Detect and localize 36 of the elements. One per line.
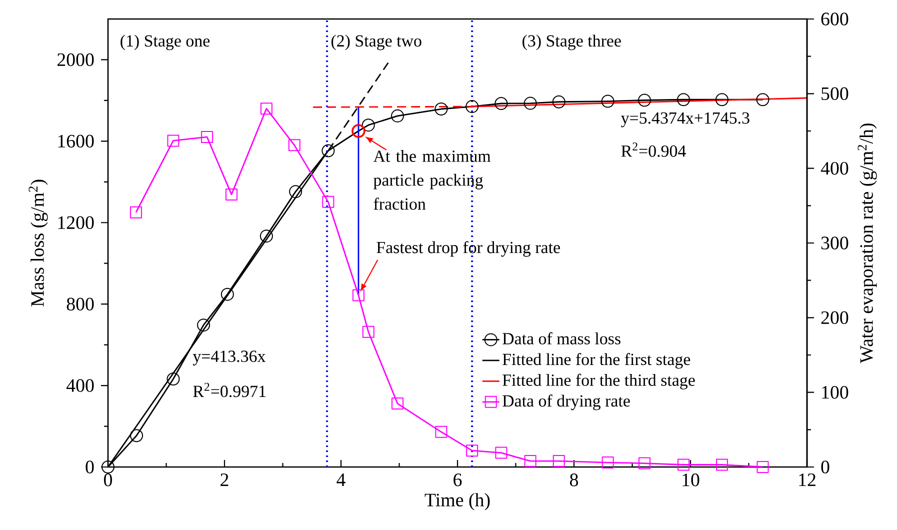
- y-tick-label: 1200: [58, 216, 94, 230]
- annotation: (1) Stage one: [120, 34, 210, 50]
- annotation: Fastest drop for drying rate: [376, 241, 560, 257]
- x-tick-label: 2: [220, 474, 228, 486]
- y2-tick-label: 200: [821, 311, 848, 324]
- annotation: y=413.36x: [192, 350, 266, 366]
- annotation: y=5.4374x+1745.3: [621, 112, 750, 128]
- x-tick-label: 0: [104, 474, 112, 486]
- y2-tick-label: 400: [820, 162, 848, 175]
- annotation: (2) Stage two: [331, 34, 422, 50]
- x-tick-label: 12: [799, 474, 816, 486]
- legend-label: Data of drying rate: [502, 394, 630, 410]
- x-tick-label: 8: [570, 474, 578, 486]
- y-tick-label: 400: [66, 379, 94, 392]
- y-tick-label: 1600: [58, 134, 94, 148]
- y2-tick-label: 300: [821, 236, 848, 250]
- legend-label: Fitted line for the first stage: [502, 353, 690, 369]
- annotation: At the maximum particle packing fraction: [373, 150, 491, 210]
- x-tick-label: 10: [682, 474, 700, 486]
- y2-axis-title: Water evaporation rate (g/m$^{2}$/h): [858, 124, 877, 364]
- legend-label: Fitted line for the third stage: [502, 374, 695, 390]
- annotation: (3) Stage three: [522, 34, 621, 50]
- legend-label: Data of mass loss: [502, 332, 620, 344]
- y2-tick-label: 600: [821, 12, 848, 26]
- y2-tick-label: 500: [822, 87, 848, 100]
- annotation: R$^{2}$=0.904: [621, 142, 686, 157]
- y-axis-title: Mass loss (g/m$^{2}$): [28, 180, 48, 306]
- x-tick-label: 4: [336, 474, 346, 486]
- y2-tick-label: 0: [821, 460, 830, 474]
- annotation: R$^{2}$=0.9971: [193, 382, 266, 398]
- y-tick-label: 2000: [57, 53, 94, 66]
- y-tick-label: 800: [66, 298, 94, 310]
- x-axis-title: Time (h): [424, 493, 490, 510]
- y2-tick-label: 100: [822, 386, 848, 399]
- x-tick-label: 6: [454, 474, 462, 486]
- y-tick-label: 0: [86, 460, 94, 474]
